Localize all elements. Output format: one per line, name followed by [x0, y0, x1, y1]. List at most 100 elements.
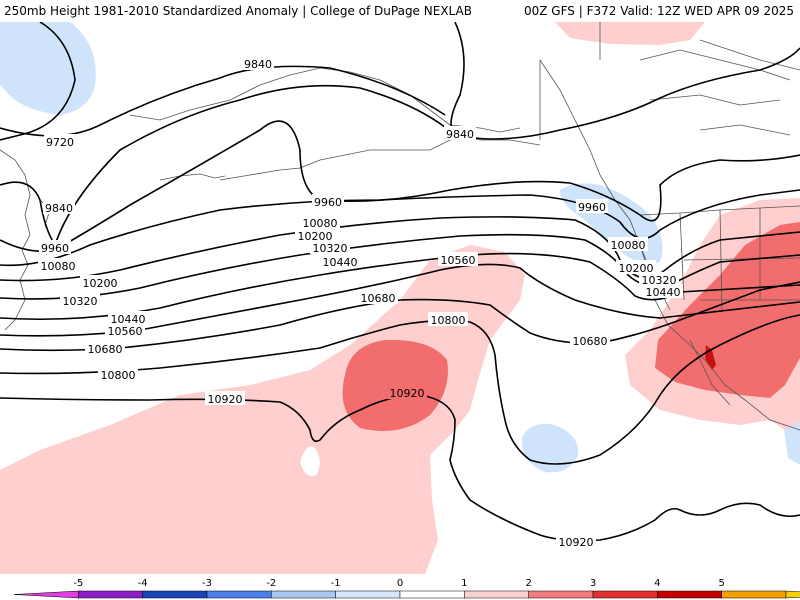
contour-label-text: 10560 — [108, 325, 143, 338]
colorbar-legend: -5 -4 -3 -2 -1 0 1 2 3 4 5 — [13, 578, 800, 599]
contour-label-text: 10320 — [642, 274, 677, 287]
colorbar-tick-label: 0 — [397, 578, 403, 589]
colorbar-segment — [399, 590, 465, 599]
contour-label: 10320 — [60, 293, 100, 308]
contour-label: 10080 — [300, 215, 340, 230]
colorbar-tick-label: -4 — [138, 578, 148, 589]
contour-label-text: 10440 — [323, 256, 358, 269]
contour-label: 10440 — [320, 254, 360, 269]
contour-10080 — [0, 189, 800, 267]
contour-label: 10680 — [358, 290, 398, 305]
contour-label: 10920 — [205, 391, 245, 406]
contour-label-text: 9840 — [45, 202, 73, 215]
colorbar-segment — [13, 590, 79, 599]
contour-label: 9960 — [312, 194, 344, 209]
contour-label-text: 9960 — [41, 242, 69, 255]
contour-label-text: 9720 — [46, 136, 74, 149]
contour-label: 10560 — [438, 252, 478, 267]
aleutian-islands — [159, 173, 226, 181]
contour-9840-north — [0, 22, 76, 141]
contour-label: 10440 — [108, 311, 148, 326]
colorbar-tick-label: 2 — [525, 578, 531, 589]
colorbar-segment — [335, 590, 401, 599]
asia-coastline — [0, 149, 31, 331]
contour-label: 10200 — [295, 228, 335, 243]
colorbar-tick-label: 4 — [654, 578, 660, 589]
arctic-islands — [639, 49, 791, 136]
contour-label: 9720 — [44, 134, 76, 149]
contour-label: 10440 — [643, 284, 683, 299]
contour-10920 — [0, 394, 800, 542]
header: 250mb Height 1981-2010 Standardized Anom… — [0, 0, 800, 22]
colorbar-segment — [464, 590, 529, 599]
colorbar-ticks: -5 -4 -3 -2 -1 0 1 2 3 4 5 — [73, 578, 725, 589]
contour-label: 10320 — [310, 240, 350, 255]
contour-label: 10080 — [608, 237, 648, 252]
contour-label: 10920 — [556, 534, 596, 549]
contour-label-text: 10920 — [559, 536, 594, 549]
contour-label: 10680 — [570, 333, 610, 348]
colorbar-tick-label: -5 — [73, 578, 83, 589]
colorbar-tick-label: 5 — [718, 578, 724, 589]
contour-label-text: 10560 — [441, 254, 476, 267]
colorbar-tick-label: 3 — [590, 578, 596, 589]
contour-label: 9840 — [444, 126, 476, 141]
colorbar-tick-label: -3 — [202, 578, 212, 589]
contour-9720 — [0, 65, 446, 137]
contour-label-text: 10320 — [313, 242, 348, 255]
contour-label: 9960 — [39, 240, 71, 255]
contour-label-text: 9840 — [244, 58, 272, 71]
colorbar-tick-label: 1 — [461, 578, 467, 589]
contour-label-text: 10680 — [573, 335, 608, 348]
colorbar-segment — [142, 590, 208, 599]
contour-label-text: 10200 — [619, 262, 654, 275]
negative-anomaly-area — [521, 423, 579, 473]
contour-label: 10560 — [105, 323, 145, 338]
contour-10440 — [0, 252, 800, 321]
contour-label-text: 10800 — [431, 314, 466, 327]
contour-label-text: 10800 — [101, 369, 136, 382]
contour-label: 10680 — [85, 341, 125, 356]
contour-label-text: 10920 — [208, 393, 243, 406]
contour-label-text: 10080 — [303, 217, 338, 230]
contour-label-text: 10920 — [390, 387, 425, 400]
baja-california — [689, 339, 731, 406]
canada-provinces — [539, 22, 800, 140]
contour-10800 — [0, 314, 800, 465]
map-canvas: 9840 9720 9840 9960 9960 10080 9840 9960… — [0, 22, 800, 574]
colorbar-tick-label: -2 — [266, 578, 276, 589]
contour-label-text: 10680 — [88, 343, 123, 356]
contour-label-text: 10320 — [63, 295, 98, 308]
contour-label: 10800 — [428, 312, 468, 327]
contour-label-text: 10080 — [41, 260, 76, 273]
positive-anomaly-area — [555, 22, 705, 45]
contour-label-text: 10440 — [646, 286, 681, 299]
contour-label-text: 9960 — [314, 196, 342, 209]
contour-label-text: 10200 — [83, 277, 118, 290]
negative-hole — [300, 446, 320, 477]
contour-label: 10080 — [38, 258, 78, 273]
contour-label: 10920 — [387, 385, 427, 400]
contour-10680 — [0, 281, 800, 352]
colorbar-segment — [206, 590, 272, 599]
map-title: 250mb Height 1981-2010 Standardized Anom… — [4, 4, 472, 18]
contour-label-text: 10680 — [361, 292, 396, 305]
state-lines — [679, 208, 800, 311]
contour-label-text: 10440 — [111, 313, 146, 326]
colorbar-segment — [78, 590, 143, 599]
contour-label: 9840 — [242, 56, 274, 71]
colorbar-segment — [592, 590, 658, 599]
contour-label-text: 9840 — [446, 128, 474, 141]
contour-label-text: 10080 — [611, 239, 646, 252]
contour-label: 10320 — [639, 272, 679, 287]
colorbar-segment — [271, 590, 336, 599]
contour-label-text: 9960 — [578, 201, 606, 214]
contour-label: 10800 — [98, 367, 138, 382]
model-run-info: 00Z GFS | F372 Valid: 12Z WED APR 09 202… — [523, 4, 794, 18]
contour-label-layer: 9840 9720 9840 9960 9960 10080 9840 9960… — [38, 56, 683, 549]
colorbar-segment — [721, 590, 787, 599]
negative-anomaly-area — [784, 422, 800, 465]
colorbar-tick-label: -1 — [331, 578, 341, 589]
contour-label: 9960 — [576, 199, 608, 214]
contour-label: 10200 — [616, 260, 656, 275]
